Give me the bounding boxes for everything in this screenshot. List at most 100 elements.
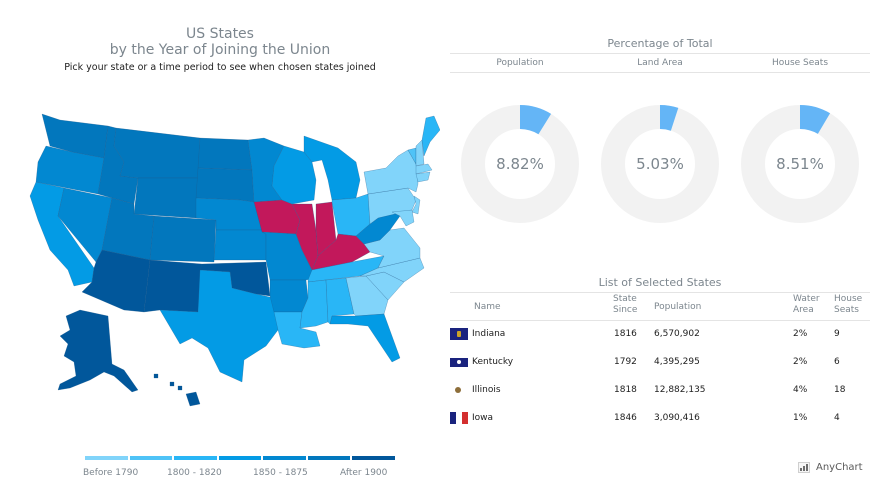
anychart-credits-link[interactable]: AnyChart	[798, 462, 863, 473]
legend-bar-1820-1850[interactable]	[218, 456, 262, 460]
donut-chart-icon	[741, 105, 859, 223]
header-since-line2: Since	[613, 305, 638, 315]
state-water-area: 4%	[793, 385, 808, 395]
table-row-iowa[interactable]: Iowa 1846 3,090,416 1% 4	[450, 409, 870, 429]
state-south-dakota[interactable]	[195, 167, 255, 203]
map-title: US States	[186, 26, 254, 42]
legend-bar-1800-1820[interactable]	[174, 456, 217, 460]
state-montana[interactable]	[113, 127, 201, 179]
legend-label-1800-1820[interactable]: 1800 - 1820	[167, 468, 222, 478]
state-hawaii[interactable]	[153, 373, 201, 407]
state-house-seats: 6	[834, 357, 840, 367]
legend-labels: Before 1790 1800 - 1820 1850 - 1875 Afte…	[83, 468, 395, 482]
donut-chart-icon	[461, 105, 579, 223]
header-seats-line2: Seats	[834, 305, 859, 315]
state-name: Kentucky	[472, 357, 514, 367]
column-house-seats: House Seats	[771, 58, 829, 68]
header-name: Name	[474, 302, 501, 312]
table-row-indiana[interactable]: Indiana 1816 6,570,902 2% 9	[450, 325, 870, 345]
percentage-title: Percentage of Total	[607, 37, 713, 50]
header-since-line1: State	[613, 294, 637, 304]
divider	[450, 320, 870, 321]
state-connecticut-ri[interactable]	[415, 171, 431, 183]
state-population: 3,090,416	[654, 413, 700, 423]
state-population: 6,570,902	[654, 329, 700, 339]
flag-illinois-icon	[450, 384, 468, 396]
legend-label-1850-1875[interactable]: 1850 - 1875	[253, 468, 308, 478]
legend-bar-after-1900[interactable]	[352, 456, 396, 460]
donut-house-seats-value: 8.51%	[776, 155, 824, 173]
state-name: Indiana	[472, 329, 506, 339]
state-since: 1846	[614, 413, 637, 423]
state-water-area: 2%	[793, 357, 808, 367]
state-population: 4,395,295	[654, 357, 700, 367]
state-house-seats: 9	[834, 329, 840, 339]
table-row-illinois[interactable]: Illinois 1818 12,882,135 4% 18	[450, 381, 870, 401]
state-delaware-maryland[interactable]	[391, 209, 415, 227]
state-wyoming[interactable]	[133, 177, 199, 219]
state-colorado[interactable]	[149, 215, 217, 263]
anychart-logo-icon	[798, 462, 810, 473]
legend-bar-1875-1900[interactable]	[307, 456, 351, 460]
state-house-seats: 18	[834, 385, 846, 395]
state-kansas[interactable]	[213, 229, 267, 261]
header-state-since: State Since	[613, 294, 637, 316]
donut-chart-icon	[601, 105, 719, 223]
flag-iowa-icon	[450, 412, 468, 424]
divider	[450, 292, 870, 293]
state-name: Illinois	[472, 385, 501, 395]
column-land-area: Land Area	[637, 58, 683, 68]
state-since: 1818	[614, 385, 637, 395]
legend-bar-before-1790[interactable]	[85, 456, 128, 460]
state-since: 1792	[614, 357, 637, 367]
us-states-map[interactable]	[20, 100, 440, 420]
state-name: Iowa	[472, 413, 494, 423]
state-water-area: 1%	[793, 413, 808, 423]
state-alaska[interactable]	[57, 309, 139, 393]
legend-bar-1790-1800[interactable]	[129, 456, 173, 460]
state-florida[interactable]	[329, 313, 401, 363]
header-population: Population	[654, 302, 702, 312]
flag-indiana-icon	[450, 328, 468, 340]
map-legend: Before 1790 1800 - 1820 1850 - 1875 Afte…	[83, 456, 396, 482]
state-illinois[interactable]	[291, 203, 319, 271]
donut-population-value: 8.82%	[496, 155, 544, 173]
donut-land-area-value: 5.03%	[636, 155, 684, 173]
state-population: 12,882,135	[654, 385, 706, 395]
legend-label-before-1790[interactable]: Before 1790	[83, 468, 139, 478]
header-house-seats: House Seats	[834, 294, 862, 316]
credits-label: AnyChart	[816, 462, 863, 473]
state-maine[interactable]	[421, 115, 440, 157]
column-population: Population	[496, 58, 544, 68]
state-house-seats: 4	[834, 413, 840, 423]
legend-bar-1850-1875[interactable]	[263, 456, 306, 460]
map-title-line2: by the Year of Joining the Union	[109, 42, 331, 58]
state-new-york[interactable]	[363, 149, 419, 195]
legend-bars	[85, 456, 396, 460]
state-new-mexico[interactable]	[143, 259, 203, 313]
states-list-title: List of Selected States	[598, 276, 722, 289]
state-arizona[interactable]	[81, 249, 151, 313]
flag-kentucky-icon	[450, 358, 468, 367]
state-since: 1816	[614, 329, 637, 339]
donut-house-seats[interactable]: 8.51%	[740, 104, 860, 224]
state-water-area: 2%	[793, 329, 808, 339]
state-texas[interactable]	[159, 269, 279, 383]
state-new-hampshire[interactable]	[415, 139, 425, 167]
donut-population[interactable]: 8.82%	[460, 104, 580, 224]
state-massachusetts[interactable]	[415, 163, 433, 175]
table-row-kentucky[interactable]: Kentucky 1792 4,395,295 2% 6	[450, 353, 870, 373]
state-new-jersey[interactable]	[411, 195, 421, 215]
legend-label-after-1900[interactable]: After 1900	[340, 468, 388, 478]
donut-land-area[interactable]: 5.03%	[600, 104, 720, 224]
state-arkansas[interactable]	[269, 279, 309, 313]
header-seats-line1: House	[834, 294, 863, 304]
header-water-line2: Area	[793, 305, 814, 315]
header-water-line1: Water	[793, 294, 820, 304]
divider	[450, 72, 870, 73]
map-title-block: US States by the Year of Joining the Uni…	[0, 26, 440, 74]
map-subtitle: Pick your state or a time period to see …	[64, 62, 376, 73]
state-north-dakota[interactable]	[197, 137, 253, 171]
header-water-area: Water Area	[793, 294, 820, 316]
divider	[450, 53, 870, 54]
